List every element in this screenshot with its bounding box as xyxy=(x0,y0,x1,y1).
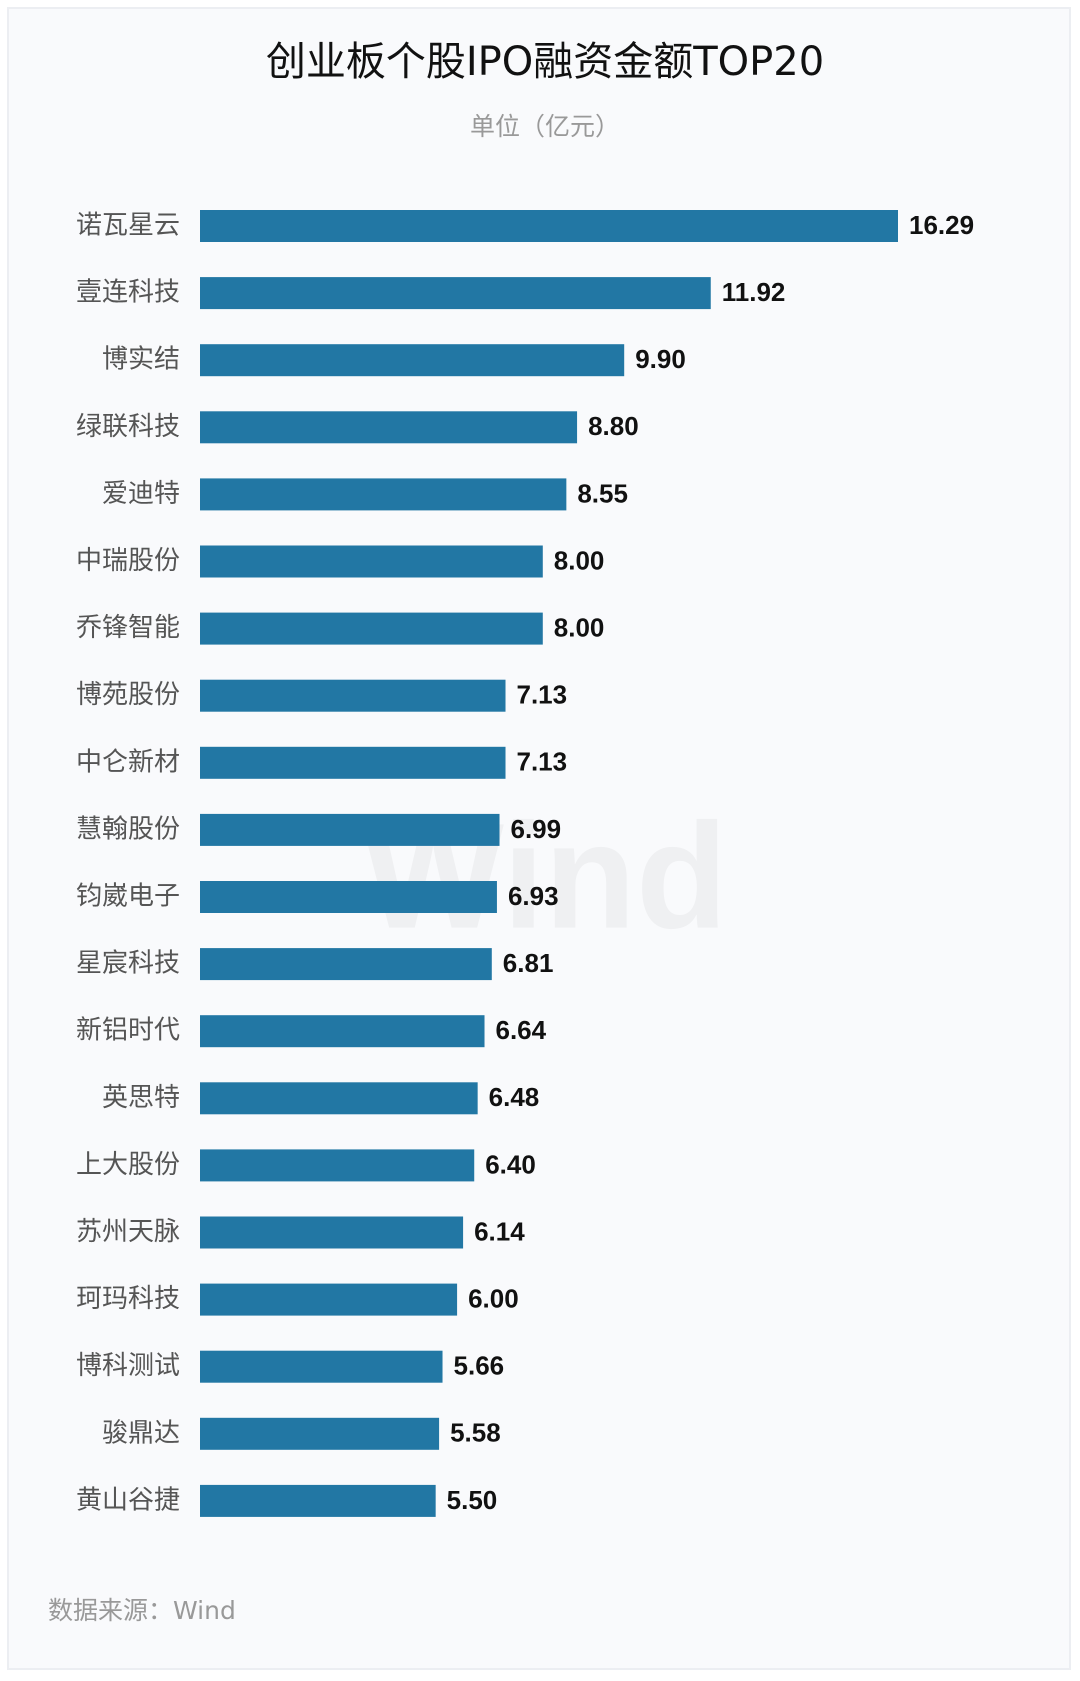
bar xyxy=(200,277,711,310)
value-label: 6.00 xyxy=(468,1283,519,1313)
category-label: 上大股份 xyxy=(76,1150,180,1180)
bar xyxy=(200,210,898,242)
bar xyxy=(200,948,492,981)
bar xyxy=(200,881,497,913)
category-label: 珂玛科技 xyxy=(76,1284,180,1314)
bar xyxy=(200,1417,440,1450)
value-label: 6.40 xyxy=(485,1149,536,1179)
source-note: 数据来源：Wind xyxy=(48,1596,236,1625)
bar xyxy=(200,1216,464,1249)
value-label: 11.92 xyxy=(722,277,786,307)
value-label: 8.00 xyxy=(554,545,605,575)
category-label: 中仑新材 xyxy=(76,747,180,777)
bar xyxy=(200,1082,478,1115)
value-label: 6.48 xyxy=(489,1082,540,1112)
value-label: 5.66 xyxy=(454,1351,505,1381)
category-label: 壹连科技 xyxy=(76,278,180,308)
category-label: 博苑股份 xyxy=(76,680,180,710)
value-label: 6.14 xyxy=(474,1216,525,1246)
bar xyxy=(200,1015,485,1048)
value-label: 8.80 xyxy=(588,411,639,441)
category-label: 苏州天脉 xyxy=(76,1217,180,1247)
category-label: 骏鼎达 xyxy=(102,1418,180,1448)
bar xyxy=(200,1484,436,1517)
bar xyxy=(200,1283,458,1316)
bar xyxy=(200,679,506,712)
category-label: 星宸科技 xyxy=(76,949,180,979)
bar xyxy=(200,1149,475,1182)
category-label: 博科测试 xyxy=(76,1351,180,1381)
bar xyxy=(200,813,500,846)
category-label: 乔锋智能 xyxy=(76,613,180,643)
bar xyxy=(200,411,578,444)
category-label: 爱迪特 xyxy=(102,479,180,509)
bar xyxy=(200,545,543,578)
value-label: 9.90 xyxy=(635,344,686,374)
value-label: 6.99 xyxy=(511,814,562,844)
value-label: 7.13 xyxy=(517,747,568,777)
bar xyxy=(200,478,567,511)
bar xyxy=(200,344,625,377)
bar xyxy=(200,1350,443,1383)
value-label: 6.64 xyxy=(496,1015,547,1045)
category-label: 慧翰股份 xyxy=(76,814,180,844)
category-label: 绿联科技 xyxy=(76,412,180,442)
bar xyxy=(200,612,543,645)
value-label: 16.29 xyxy=(909,210,974,240)
value-label: 7.13 xyxy=(517,680,568,710)
value-label: 5.58 xyxy=(450,1418,501,1448)
chart-subtitle: 单位（亿元） xyxy=(470,112,620,141)
category-label: 诺瓦星云 xyxy=(76,211,180,241)
category-label: 中瑞股份 xyxy=(76,546,180,576)
value-label: 8.55 xyxy=(577,478,628,508)
value-label: 6.93 xyxy=(508,881,559,911)
value-label: 6.81 xyxy=(503,948,554,978)
category-label: 英思特 xyxy=(102,1083,180,1113)
bar xyxy=(200,746,506,779)
category-label: 钧崴电子 xyxy=(76,882,180,912)
value-label: 5.50 xyxy=(447,1485,498,1515)
category-label: 博实结 xyxy=(102,345,180,375)
category-label: 新铝时代 xyxy=(76,1016,180,1046)
value-label: 8.00 xyxy=(554,612,605,642)
category-label: 黄山谷捷 xyxy=(76,1485,180,1515)
chart-title: 创业板个股IPO融资金额TOP20 xyxy=(266,39,824,85)
